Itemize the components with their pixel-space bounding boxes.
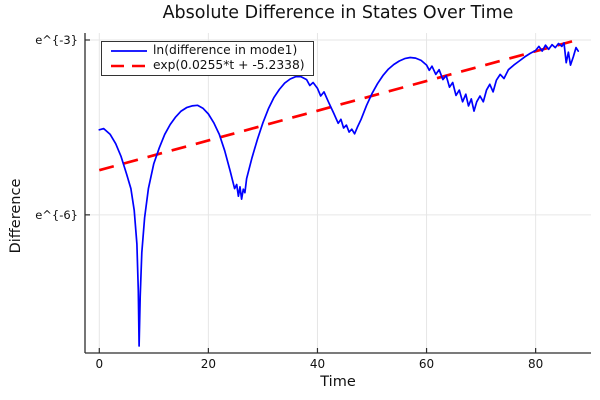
legend-box: ln(difference in mode1) exp(0.0255*t + -…	[101, 41, 314, 76]
chart-title: Absolute Difference in States Over Time	[162, 3, 514, 23]
legend-label-series: ln(difference in mode1)	[153, 43, 298, 58]
x-tick-label-80: 80	[528, 357, 543, 371]
x-tick-label-0: 0	[95, 357, 103, 371]
fit-line	[98, 38, 580, 172]
y-axis-label: Difference	[8, 178, 24, 254]
y-tick-label--6: e^{-6}	[35, 208, 78, 222]
x-tick-label-20: 20	[201, 357, 216, 371]
data-series-line	[98, 42, 580, 347]
legend-label-fit: exp(0.0255*t + -5.2338)	[153, 58, 305, 73]
legend-line-sample-solid	[111, 50, 147, 52]
x-tick-label-40: 40	[310, 357, 325, 371]
legend-line-sample-dashed	[111, 64, 147, 68]
y-tick-label--3: e^{-3}	[35, 33, 78, 47]
x-tick-label-60: 60	[419, 357, 434, 371]
legend-entry-fit: exp(0.0255*t + -5.2338)	[110, 58, 305, 73]
legend-entry-series: ln(difference in mode1)	[110, 43, 305, 58]
x-axis-label: Time	[320, 374, 356, 390]
